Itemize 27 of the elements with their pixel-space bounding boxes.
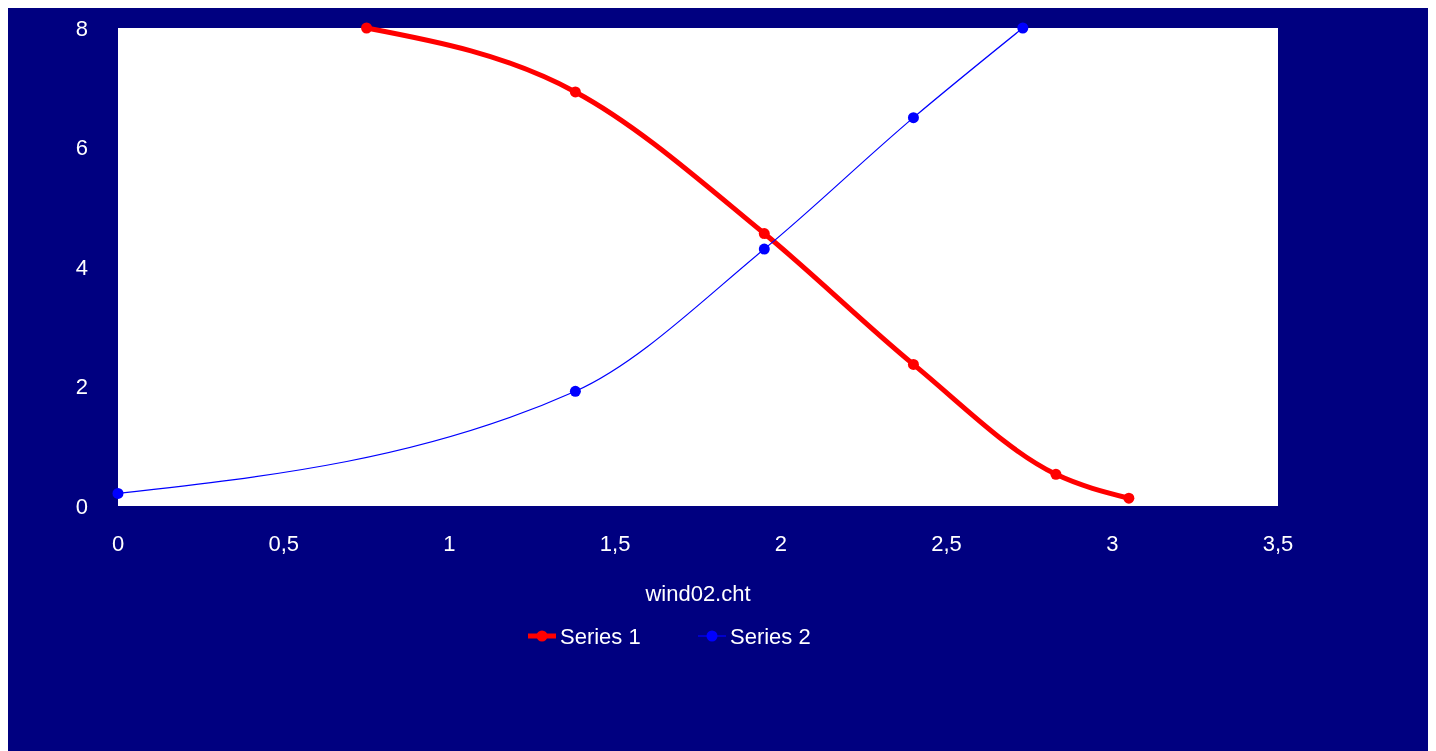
x-tick-label: 0,5 (268, 531, 300, 556)
y-tick-label: 6 (75, 135, 88, 161)
legend-label: Series 2 (730, 623, 811, 649)
point (907, 112, 919, 124)
y-tick-label: 8 (75, 15, 88, 41)
point (758, 243, 770, 255)
point (1123, 492, 1135, 504)
x-tick-label: 0 (111, 531, 125, 556)
x-tick-label: 1,5 (599, 531, 631, 556)
point (569, 385, 581, 397)
point (758, 228, 770, 240)
y-tick-label: 2 (75, 374, 88, 400)
x-tick-label: 2 (774, 531, 787, 556)
x-tick-label: 2,5 (931, 531, 962, 556)
legend-label: Series 1 (560, 623, 641, 649)
y-tick-label: 0 (75, 493, 88, 519)
x-tick-label: 3 (1106, 531, 1119, 556)
x-axis-title: wind02.cht (644, 581, 751, 606)
point (907, 358, 919, 370)
point (112, 487, 124, 499)
x-tick-label: 1 (443, 531, 456, 556)
point (361, 22, 373, 34)
point (1017, 22, 1029, 34)
point (1050, 468, 1062, 480)
x-tick-label: 3,5 (1262, 531, 1294, 556)
y-tick-label: 4 (75, 254, 88, 280)
point (569, 86, 581, 98)
